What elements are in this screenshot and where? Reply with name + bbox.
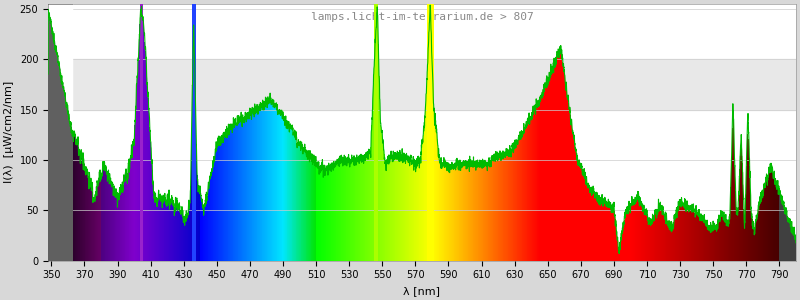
Text: lamps.licht-im-terrarium.de > 807: lamps.licht-im-terrarium.de > 807 <box>310 12 534 22</box>
X-axis label: λ [nm]: λ [nm] <box>403 286 441 296</box>
Y-axis label: I(λ)  [µW/cm2/nm]: I(λ) [µW/cm2/nm] <box>4 81 14 184</box>
Bar <box>48 59 796 110</box>
